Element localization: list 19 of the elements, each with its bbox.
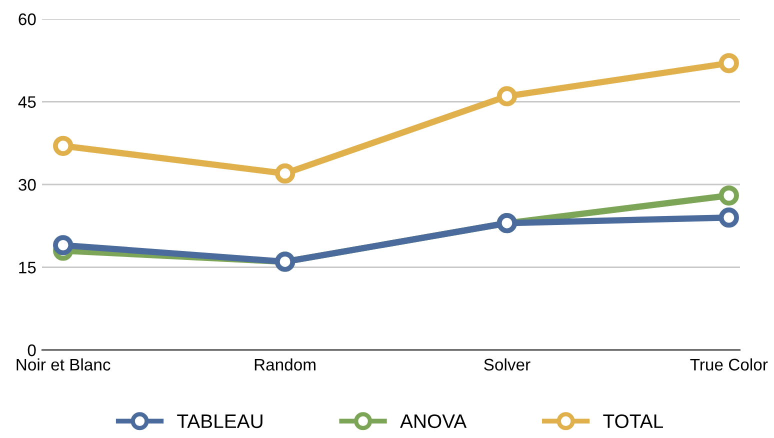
point: [496, 86, 518, 106]
legend-label: ANOVA: [400, 414, 467, 428]
x-tick-label: Random: [254, 358, 316, 371]
legend-label: TOTAL: [603, 414, 663, 428]
point: [274, 163, 296, 184]
y-tick-label: 30: [18, 178, 36, 191]
point: [53, 235, 74, 256]
point: [53, 136, 74, 156]
y-tick-label: 45: [18, 96, 36, 108]
point: [718, 208, 739, 228]
x-tick-label: True Color: [690, 358, 768, 371]
legend-label: TABLEAU: [177, 414, 262, 428]
point: [718, 185, 739, 206]
y-tick-label: 60: [18, 13, 36, 26]
y-tick-label: 15: [19, 262, 36, 274]
point: [718, 53, 739, 74]
y-tick-label: 0: [28, 344, 36, 356]
x-tick-label: Noir et Blanc: [16, 358, 110, 371]
x-tick-label: Solver: [484, 358, 530, 371]
